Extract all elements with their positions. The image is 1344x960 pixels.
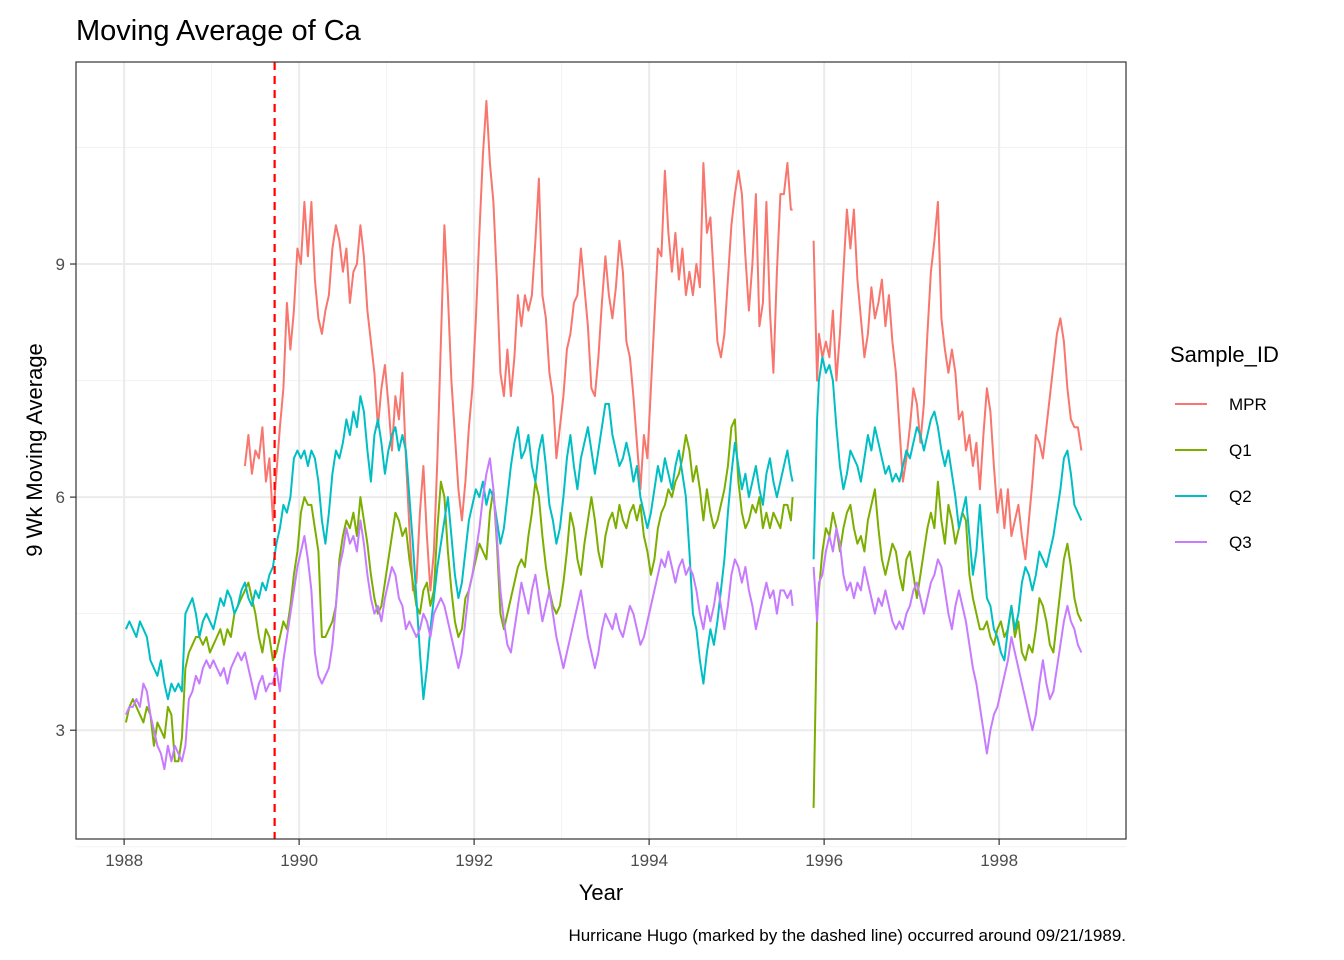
series-line-mpr: [243, 99, 793, 592]
series-line-q1: [812, 480, 1083, 808]
grid: [76, 62, 1126, 848]
x-axis-title: Year: [579, 880, 623, 905]
chart-title: Moving Average of Ca: [76, 15, 362, 47]
series-line-mpr: [812, 200, 1083, 561]
series-line-q3: [812, 527, 1083, 755]
x-tick-label: 1998: [980, 851, 1018, 870]
legend-label-mpr: MPR: [1229, 395, 1267, 414]
legend-title: Sample_ID: [1170, 342, 1279, 367]
x-tick-label: 1988: [105, 851, 143, 870]
x-tick-label: 1990: [280, 851, 318, 870]
caption: Hurricane Hugo (marked by the dashed lin…: [568, 926, 1126, 945]
y-axis-title: 9 Wk Moving Average: [22, 343, 47, 557]
x-tick-label: 1992: [455, 851, 493, 870]
series-line-q2: [812, 356, 1083, 662]
y-tick-label: 9: [56, 255, 65, 274]
y-tick-label: 3: [56, 721, 65, 740]
x-tick-label: 1994: [630, 851, 668, 870]
series-line-q3: [124, 457, 794, 771]
legend-label-q1: Q1: [1229, 441, 1252, 460]
legend-label-q2: Q2: [1229, 487, 1252, 506]
x-tick-label: 1996: [805, 851, 843, 870]
legend: Sample_ID MPR Q1 Q2 Q3: [1170, 342, 1279, 552]
panel-border: [75, 61, 1127, 840]
series-layer: [124, 99, 1083, 808]
y-axis: 3 6 9: [56, 255, 76, 740]
x-axis: 1988 1990 1992 1994 1996 1998: [105, 839, 1018, 870]
series-line-q2: [124, 395, 794, 701]
legend-label-q3: Q3: [1229, 533, 1252, 552]
y-tick-label: 6: [56, 488, 65, 507]
